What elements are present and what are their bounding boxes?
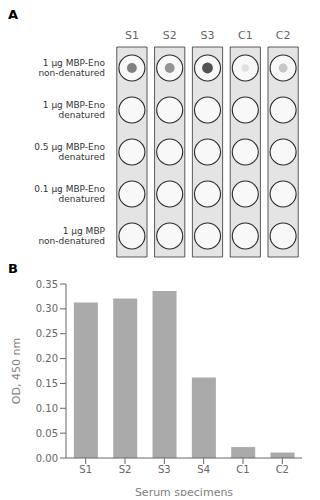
svg-text:S3: S3 — [158, 464, 171, 475]
svg-text:1 μg MBP-Enonon-denatured: 1 μg MBP-Enonon-denatured — [38, 58, 105, 78]
svg-text:C1: C1 — [238, 29, 253, 42]
html-text:B: B — [8, 261, 18, 276]
svg-text:0.05: 0.05 — [36, 428, 58, 439]
html-text:A: A — [8, 7, 19, 22]
svg-text:1 μg MBP-Enodenatured: 1 μg MBP-Enodenatured — [43, 100, 106, 120]
svg-text:S2: S2 — [163, 29, 177, 42]
svg-text:S3: S3 — [201, 29, 215, 42]
svg-text:0.20: 0.20 — [36, 353, 58, 364]
svg-text:S1: S1 — [79, 464, 92, 475]
svg-text:0.5 μg MBP-Enodenatured: 0.5 μg MBP-Enodenatured — [34, 142, 105, 162]
svg-text:C2: C2 — [276, 464, 289, 475]
svg-text:0.1 μg MBP-Enodenatured: 0.1 μg MBP-Enodenatured — [34, 184, 105, 204]
svg-text:0.25: 0.25 — [36, 328, 58, 339]
svg-text:S1: S1 — [125, 29, 139, 42]
svg-text:OD, 450 nm: OD, 450 nm — [10, 338, 23, 404]
svg-text:Serum specimens: Serum specimens — [135, 486, 233, 496]
svg-text:S4: S4 — [197, 464, 210, 475]
svg-text:0.00: 0.00 — [36, 453, 58, 464]
svg-text:C1: C1 — [236, 464, 249, 475]
svg-text:1 μg MBPnon-denatured: 1 μg MBPnon-denatured — [38, 226, 105, 246]
svg-text:0.35: 0.35 — [36, 279, 58, 290]
svg-text:C2: C2 — [276, 29, 291, 42]
svg-text:S2: S2 — [119, 464, 132, 475]
svg-text:0.15: 0.15 — [36, 378, 58, 389]
svg-text:0.10: 0.10 — [36, 403, 58, 414]
svg-text:0.30: 0.30 — [36, 303, 58, 314]
